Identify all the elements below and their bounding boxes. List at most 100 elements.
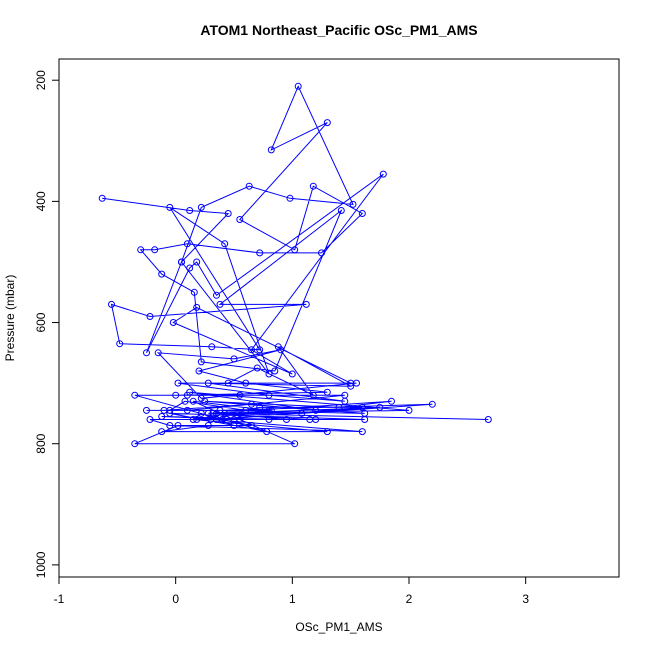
data-point <box>189 416 197 423</box>
y-axis: 200 400 600 800 1000 <box>34 70 60 578</box>
x-axis: -1 0 1 2 3 <box>54 576 529 606</box>
data-point <box>309 391 317 399</box>
data-point <box>306 416 314 423</box>
data-point <box>116 340 124 348</box>
x-tick-label: 1 <box>289 592 296 606</box>
y-axis-label: Pressure (mbar) <box>3 275 17 362</box>
data-point <box>213 291 220 299</box>
data-point <box>248 400 255 408</box>
data-point <box>221 240 229 248</box>
data-point <box>379 170 387 178</box>
data-point <box>358 428 366 436</box>
data-point <box>323 119 331 127</box>
data-point <box>195 367 203 375</box>
data-point <box>193 258 201 266</box>
data-point <box>256 249 264 257</box>
x-tick-label: 0 <box>172 592 179 606</box>
data-point <box>312 406 320 414</box>
data-point <box>242 379 250 387</box>
data-point <box>263 428 271 436</box>
data-point <box>349 200 357 208</box>
data-point <box>283 416 290 423</box>
data-point <box>204 409 212 417</box>
data-point <box>160 406 168 414</box>
data-point <box>197 409 205 417</box>
data-point <box>230 416 238 423</box>
data-point <box>183 391 191 399</box>
y-tick-label: 800 <box>34 433 48 453</box>
data-point <box>236 391 244 399</box>
data-point <box>158 413 166 420</box>
data-point <box>248 346 255 354</box>
data-point <box>131 440 139 448</box>
plot-area <box>98 82 492 448</box>
data-point <box>294 82 302 90</box>
data-point <box>166 409 174 417</box>
data-point <box>186 264 194 272</box>
x-axis-label: OSc_PM1_AMS <box>295 620 382 634</box>
data-point <box>291 246 299 254</box>
data-point <box>224 210 232 217</box>
data-point <box>271 367 279 375</box>
data-point <box>265 416 273 423</box>
data-point <box>318 249 325 257</box>
data-point <box>323 428 331 436</box>
data-point <box>158 428 166 436</box>
data-point <box>388 397 395 405</box>
data-point <box>288 370 296 378</box>
y-tick-label: 600 <box>34 312 48 332</box>
data-point <box>265 391 273 399</box>
data-point <box>209 409 217 417</box>
data-point <box>208 343 216 351</box>
data-point <box>267 406 275 414</box>
data-point <box>253 364 261 372</box>
data-point <box>405 406 413 414</box>
data-point <box>174 422 182 429</box>
data-point <box>323 388 331 396</box>
data-point <box>190 288 198 296</box>
y-tick-label: 200 <box>34 70 48 90</box>
data-point <box>277 346 285 354</box>
data-point <box>337 207 345 214</box>
data-point <box>341 391 349 399</box>
data-point <box>189 397 197 405</box>
x-tick-label: 2 <box>406 592 413 606</box>
data-point <box>216 300 224 308</box>
data-point <box>174 379 182 387</box>
data-point <box>298 409 306 417</box>
data-point <box>213 409 220 417</box>
data-point <box>169 319 177 326</box>
data-point <box>484 416 492 423</box>
data-point <box>286 194 294 202</box>
data-point <box>154 349 162 357</box>
data-point <box>137 246 145 254</box>
data-point <box>358 403 366 411</box>
data-point <box>335 403 343 411</box>
data-point <box>347 382 355 390</box>
data-point <box>309 182 317 190</box>
data-point <box>151 246 159 254</box>
data-point <box>181 397 189 405</box>
data-point <box>146 313 154 320</box>
x-tick-label: -1 <box>54 592 65 606</box>
data-point <box>197 203 205 211</box>
data-point <box>248 422 255 429</box>
y-tick-label: 1000 <box>34 551 48 578</box>
data-point <box>204 422 212 429</box>
chart-title: ATOM1 Northeast_Pacific OSc_PM1_AMS <box>200 22 477 38</box>
y-tick-label: 400 <box>34 191 48 211</box>
data-point <box>201 397 209 405</box>
data-point <box>353 379 360 387</box>
data-point <box>267 146 275 154</box>
data-point <box>193 303 201 311</box>
data-point <box>108 300 115 308</box>
data-point <box>428 400 436 408</box>
data-point <box>143 406 150 414</box>
data-point <box>158 270 166 278</box>
data-point <box>183 406 191 414</box>
data-point <box>291 440 299 448</box>
x-tick-label: 3 <box>522 592 529 606</box>
data-point <box>302 300 310 308</box>
data-point <box>98 194 106 202</box>
